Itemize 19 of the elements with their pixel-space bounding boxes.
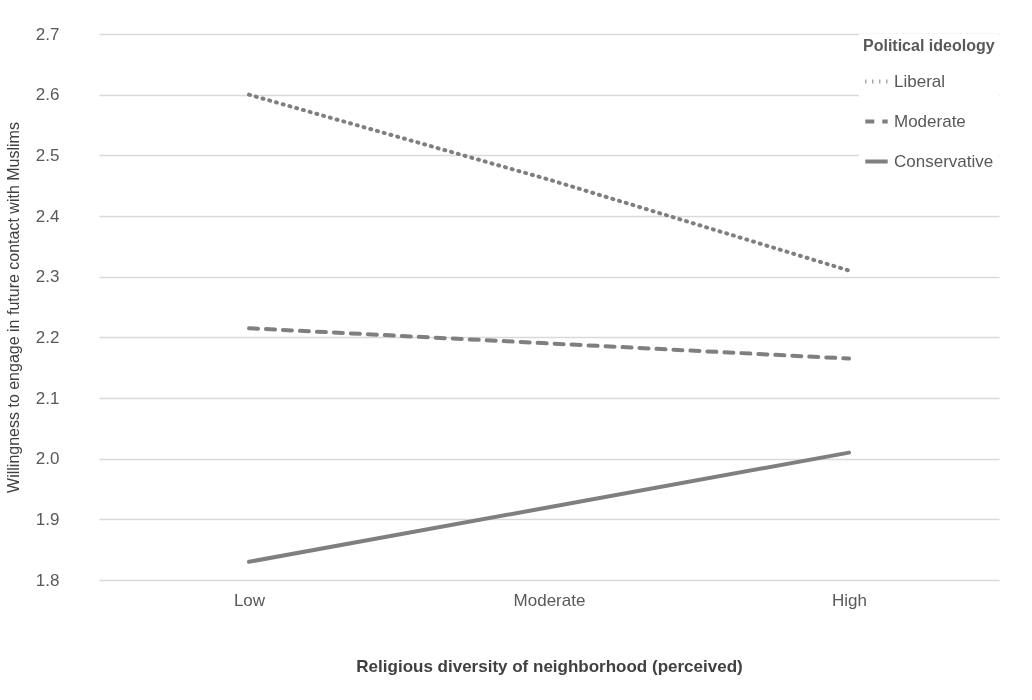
y-tick-label: 2.0 bbox=[35, 449, 60, 469]
y-tick-label: 2.4 bbox=[35, 206, 60, 226]
y-tick-label: 1.8 bbox=[35, 570, 60, 590]
y-tick-label: 1.9 bbox=[35, 509, 60, 529]
x-tick-label: High bbox=[832, 590, 867, 610]
legend-title: Political ideology bbox=[863, 37, 995, 54]
y-tick-label: 2.3 bbox=[35, 267, 60, 287]
y-tick-label: 2.7 bbox=[35, 24, 60, 44]
x-axis-title: Religious diversity of neighborhood (perceived) bbox=[356, 656, 743, 676]
x-tick-label: Low bbox=[233, 590, 266, 610]
y-tick-label: 2.6 bbox=[35, 85, 60, 105]
y-tick-label: 2.1 bbox=[35, 388, 60, 408]
y-tick-label: 2.5 bbox=[35, 145, 60, 165]
legend-label: Moderate bbox=[894, 111, 966, 131]
legend-label: Conservative bbox=[894, 151, 994, 171]
y-axis-title: Willingness to engage in future contact with Muslims bbox=[4, 122, 22, 493]
y-tick-label: 2.2 bbox=[35, 327, 60, 347]
legend-label: Liberal bbox=[894, 71, 946, 91]
x-tick-label: Moderate bbox=[513, 590, 586, 610]
